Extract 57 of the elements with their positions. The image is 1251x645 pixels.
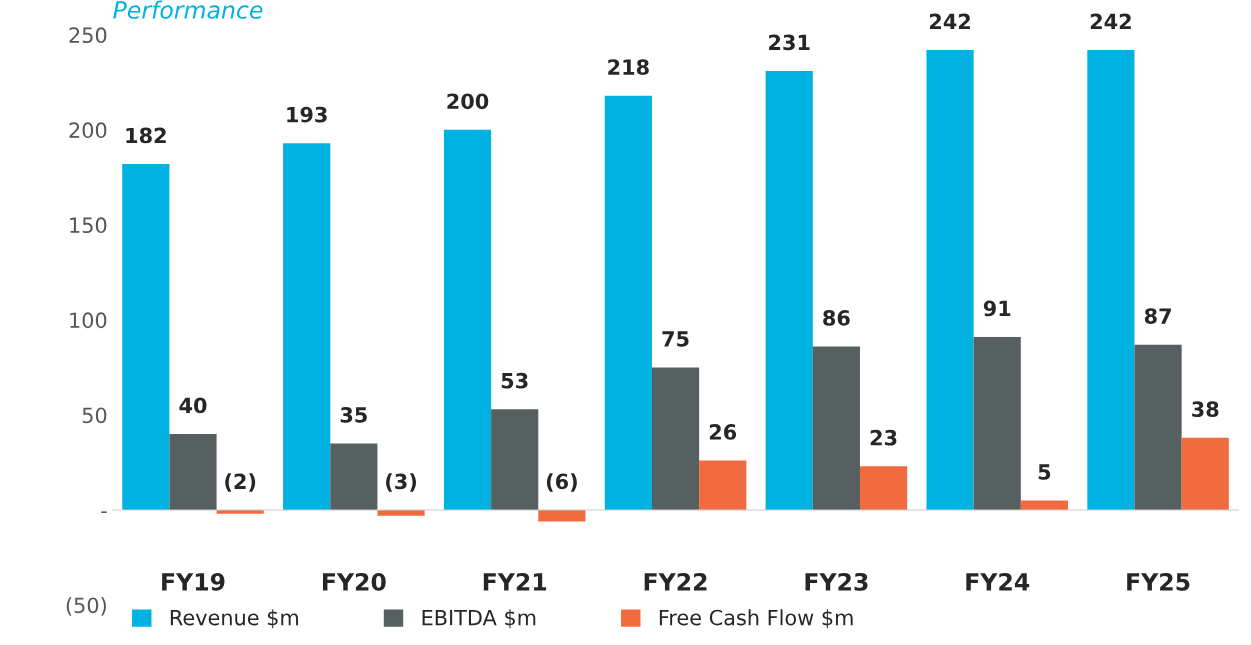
data-label: 53 — [501, 372, 528, 389]
bar — [169, 433, 217, 510]
bar — [765, 70, 813, 510]
y-tick-label: (50) — [66, 597, 106, 616]
x-tick-label: FY25 — [1127, 572, 1190, 591]
data-label: (3) — [386, 473, 417, 492]
x-tick-label: FY20 — [322, 572, 386, 591]
bar — [491, 409, 539, 510]
data-label: 87 — [1144, 308, 1171, 324]
x-tick-label: FY23 — [805, 572, 868, 591]
x-tick-label: FY19 — [162, 572, 225, 591]
x-tick-label: FY22 — [644, 572, 707, 591]
bar — [1181, 437, 1229, 510]
y-tick-label: - — [101, 511, 107, 514]
data-label: 40 — [179, 397, 207, 414]
data-label: 5 — [1038, 464, 1051, 480]
data-label: 38 — [1192, 401, 1219, 418]
data-label: (2) — [225, 473, 256, 492]
bar — [283, 143, 331, 510]
bar — [651, 367, 700, 510]
data-label: 193 — [287, 106, 327, 123]
data-label: 23 — [870, 429, 897, 446]
data-label: 35 — [340, 407, 367, 423]
data-label: 200 — [447, 93, 489, 110]
bar — [859, 466, 908, 510]
bar — [812, 346, 860, 510]
bar — [926, 50, 974, 510]
bar — [1134, 344, 1182, 510]
y-tick-label: 200 — [69, 122, 107, 139]
legend-label: Free Cash Flow $m — [659, 609, 853, 629]
bar — [699, 460, 747, 510]
legend-label: Revenue $m — [170, 609, 298, 629]
data-label: 86 — [823, 310, 850, 326]
x-tick-label: FY24 — [966, 572, 1030, 591]
data-label: 75 — [662, 331, 689, 347]
x-tick-label: FY21 — [483, 572, 547, 591]
data-label: 231 — [769, 34, 810, 51]
bar — [330, 443, 378, 510]
bar — [443, 129, 492, 510]
bar — [1087, 50, 1135, 510]
data-label: 182 — [126, 127, 166, 144]
chart-title: Performance — [113, 0, 263, 19]
bar — [604, 95, 652, 510]
data-label: 91 — [983, 300, 1011, 317]
y-tick-label: 100 — [70, 312, 107, 329]
data-label: 26 — [709, 424, 737, 440]
y-tick-label: 250 — [69, 27, 107, 44]
legend-label: EBITDA $m — [422, 609, 536, 629]
bar — [1020, 500, 1068, 510]
bar — [122, 164, 170, 510]
bar — [973, 337, 1021, 510]
y-tick-label: 50 — [82, 407, 107, 424]
data-label: 218 — [608, 59, 649, 75]
data-label: 242 — [929, 13, 970, 30]
y-tick-label: 150 — [70, 217, 107, 234]
data-label: 242 — [1090, 13, 1131, 30]
data-label: (6) — [546, 473, 577, 492]
